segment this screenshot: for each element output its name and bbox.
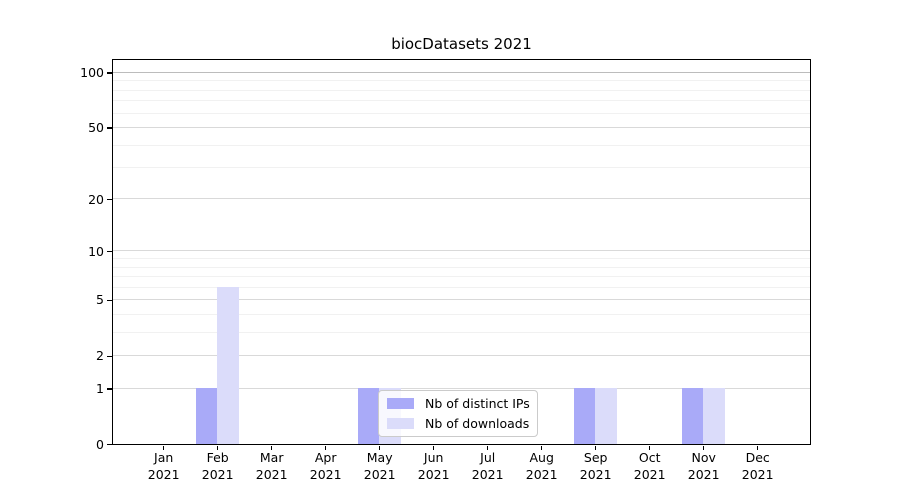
plot-area: Nb of distinct IPs Nb of downloads [112, 59, 811, 445]
x-tick-label-may: May 2021 [363, 450, 396, 482]
y-tick-label-5: 5 [96, 292, 104, 308]
legend-label-distinct-ips: Nb of distinct IPs [425, 396, 530, 411]
bar-downloads-nov [703, 388, 725, 444]
y-tick-label-10: 10 [88, 243, 104, 259]
x-axis-tick [378, 445, 381, 451]
legend-label-downloads: Nb of downloads [425, 416, 530, 431]
gridline-minor [113, 80, 810, 82]
gridline-minor [113, 258, 810, 260]
legend: Nb of distinct IPs Nb of downloads [378, 390, 538, 437]
y-tick-label-100: 100 [80, 65, 104, 81]
x-axis-tick [594, 445, 597, 451]
x-axis-tick [648, 445, 651, 451]
bar-distinct-ips-may [357, 388, 379, 444]
gridline-major [113, 387, 810, 389]
y-axis-tick [107, 250, 112, 253]
y-axis-tick [107, 198, 112, 201]
chart-title: biocDatasets 2021 [391, 35, 532, 53]
gridline-minor [113, 144, 810, 146]
gridline-minor [113, 167, 810, 169]
gridline-minor [113, 313, 810, 315]
y-axis-tick [107, 355, 112, 357]
gridline-minor [113, 100, 810, 102]
y-axis-tick [107, 443, 112, 446]
gridline-minor [113, 331, 810, 333]
y-tick-label-50: 50 [88, 120, 104, 136]
gridline-major [113, 299, 810, 301]
y-axis-tick [107, 299, 112, 302]
x-tick-label-jun: Jun 2021 [417, 450, 450, 482]
gridline-major [113, 126, 810, 128]
x-tick-label-nov: Nov 2021 [687, 450, 720, 482]
gridline-major [113, 355, 810, 357]
gridline-minor [113, 266, 810, 268]
x-tick-label-dec: Dec 2021 [741, 450, 774, 482]
downloads-swatch-icon [387, 418, 414, 429]
gridline-minor [113, 286, 810, 288]
y-axis-tick [107, 127, 112, 129]
y-tick-label-2: 2 [96, 348, 104, 364]
bar-downloads-feb [217, 287, 239, 444]
legend-item-distinct-ips: Nb of distinct IPs [387, 396, 530, 411]
y-tick-label-0: 0 [96, 436, 104, 452]
bar-downloads-sep [595, 388, 617, 444]
bar-distinct-ips-feb [195, 388, 217, 444]
x-tick-label-feb: Feb 2021 [201, 450, 234, 482]
gridline-major [113, 71, 810, 73]
gridline-minor [113, 276, 810, 278]
x-tick-label-mar: Mar 2021 [255, 450, 288, 482]
x-axis-tick [216, 445, 219, 451]
legend-item-downloads: Nb of downloads [387, 416, 530, 431]
x-axis-tick [324, 445, 327, 451]
x-axis-tick [486, 445, 489, 451]
distinct-ips-swatch-icon [387, 398, 414, 409]
x-tick-label-apr: Apr 2021 [309, 450, 342, 482]
bar-distinct-ips-nov [681, 388, 703, 444]
x-tick-label-oct: Oct 2021 [633, 450, 666, 482]
x-axis-tick [756, 445, 759, 451]
gridline-major [113, 198, 810, 200]
x-tick-label-aug: Aug 2021 [525, 450, 558, 482]
x-axis-tick [162, 445, 165, 451]
x-tick-label-sep: Sep 2021 [579, 450, 612, 482]
gridline-minor [113, 89, 810, 91]
y-axis-tick [107, 388, 112, 390]
y-tick-label-1: 1 [96, 380, 104, 396]
x-axis-tick [540, 445, 543, 451]
y-tick-label-20: 20 [88, 191, 104, 207]
bar-distinct-ips-sep [573, 388, 595, 444]
x-axis-tick [270, 445, 273, 451]
x-tick-label-jan: Jan 2021 [147, 450, 180, 482]
x-axis-tick [702, 445, 705, 451]
x-tick-label-jul: Jul 2021 [471, 450, 504, 482]
y-axis-tick [107, 72, 112, 74]
x-axis-tick [432, 445, 435, 451]
gridline-minor [113, 112, 810, 114]
gridline-major [113, 250, 810, 252]
